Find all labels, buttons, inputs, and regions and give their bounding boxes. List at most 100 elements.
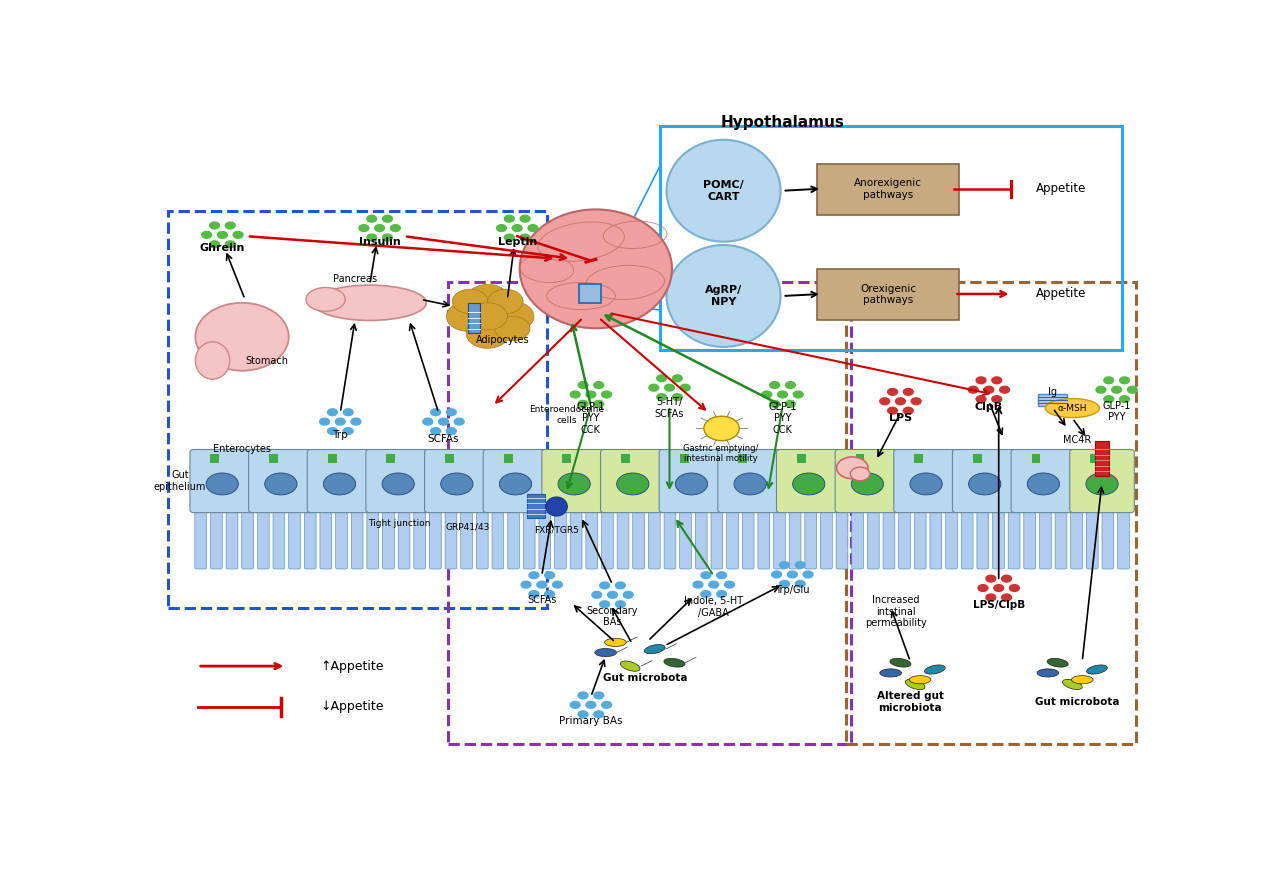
Circle shape <box>1104 396 1113 402</box>
Circle shape <box>992 396 1002 402</box>
Text: Indole, 5-HT
/GABA: Indole, 5-HT /GABA <box>685 596 743 618</box>
Circle shape <box>880 398 890 405</box>
Circle shape <box>851 467 870 481</box>
Circle shape <box>1009 585 1019 592</box>
Circle shape <box>992 377 1002 384</box>
Bar <box>1032 454 1041 462</box>
Circle shape <box>593 382 604 388</box>
Bar <box>914 454 923 462</box>
Circle shape <box>1002 594 1012 601</box>
FancyBboxPatch shape <box>817 269 960 320</box>
Circle shape <box>593 692 604 699</box>
FancyBboxPatch shape <box>477 510 488 569</box>
FancyBboxPatch shape <box>383 510 394 569</box>
Ellipse shape <box>500 473 531 495</box>
Bar <box>269 454 278 462</box>
Circle shape <box>780 580 790 587</box>
Circle shape <box>521 581 531 588</box>
Circle shape <box>803 571 813 578</box>
FancyBboxPatch shape <box>659 450 724 512</box>
Text: GLP-1
PYY
CCK: GLP-1 PYY CCK <box>577 401 605 435</box>
FancyBboxPatch shape <box>445 510 456 569</box>
Text: ↑Appetite: ↑Appetite <box>321 660 384 673</box>
FancyBboxPatch shape <box>946 510 957 569</box>
Circle shape <box>529 572 539 579</box>
Bar <box>798 454 806 462</box>
Circle shape <box>649 385 658 391</box>
Text: Leptin: Leptin <box>497 236 536 247</box>
Ellipse shape <box>595 648 616 656</box>
FancyBboxPatch shape <box>273 510 285 569</box>
Text: Gastric emptying/
intestinal motility: Gastric emptying/ intestinal motility <box>683 444 758 463</box>
Text: SCFAs: SCFAs <box>527 595 557 605</box>
FancyBboxPatch shape <box>1023 510 1036 569</box>
Circle shape <box>785 382 795 388</box>
Circle shape <box>672 393 682 400</box>
Circle shape <box>545 572 554 579</box>
Circle shape <box>777 391 787 398</box>
Ellipse shape <box>1047 658 1068 667</box>
Bar <box>445 454 454 462</box>
Text: ↓Appetite: ↓Appetite <box>321 700 384 714</box>
Circle shape <box>724 581 734 588</box>
Bar <box>579 284 601 303</box>
Circle shape <box>467 285 510 314</box>
Ellipse shape <box>644 645 666 654</box>
FancyBboxPatch shape <box>894 450 959 512</box>
Bar <box>680 454 689 462</box>
Circle shape <box>351 418 361 425</box>
Ellipse shape <box>676 473 708 495</box>
Circle shape <box>520 234 530 241</box>
Text: Secondary
BAs: Secondary BAs <box>587 606 638 627</box>
FancyBboxPatch shape <box>601 510 614 569</box>
FancyBboxPatch shape <box>307 450 372 512</box>
Ellipse shape <box>910 473 942 495</box>
Text: Tight junction: Tight junction <box>368 519 430 528</box>
Circle shape <box>488 289 524 314</box>
FancyBboxPatch shape <box>718 450 782 512</box>
Text: Appetite: Appetite <box>1036 183 1085 195</box>
Ellipse shape <box>306 288 345 311</box>
Ellipse shape <box>880 669 902 677</box>
FancyBboxPatch shape <box>524 510 535 569</box>
Ellipse shape <box>605 639 626 647</box>
FancyBboxPatch shape <box>805 510 817 569</box>
Circle shape <box>987 594 995 601</box>
Ellipse shape <box>1085 473 1118 495</box>
Circle shape <box>209 241 219 248</box>
FancyBboxPatch shape <box>618 510 629 569</box>
Bar <box>563 454 571 462</box>
FancyBboxPatch shape <box>952 450 1017 512</box>
Circle shape <box>795 580 805 587</box>
FancyBboxPatch shape <box>1070 510 1083 569</box>
Text: Altered gut
microbiota: Altered gut microbiota <box>876 691 943 713</box>
Text: Ghrelin: Ghrelin <box>199 243 245 253</box>
FancyBboxPatch shape <box>210 510 222 569</box>
Text: Anorexigenic
pathways: Anorexigenic pathways <box>855 178 922 200</box>
Text: Hypothalamus: Hypothalamus <box>720 116 844 131</box>
Circle shape <box>657 393 667 400</box>
Circle shape <box>505 234 515 241</box>
Ellipse shape <box>890 658 910 667</box>
Circle shape <box>1104 377 1113 384</box>
FancyBboxPatch shape <box>249 450 313 512</box>
Circle shape <box>969 386 978 393</box>
Ellipse shape <box>207 473 238 495</box>
Circle shape <box>602 701 611 708</box>
FancyBboxPatch shape <box>867 510 879 569</box>
Circle shape <box>593 400 604 407</box>
Circle shape <box>233 231 243 238</box>
Text: ClpB: ClpB <box>975 401 1003 412</box>
Bar <box>1096 441 1108 476</box>
FancyBboxPatch shape <box>1055 510 1066 569</box>
FancyBboxPatch shape <box>1008 510 1019 569</box>
Circle shape <box>446 409 456 415</box>
Circle shape <box>391 225 401 231</box>
Circle shape <box>366 215 377 222</box>
Circle shape <box>344 409 353 415</box>
Text: GLP-1
PYY
CCK: GLP-1 PYY CCK <box>768 401 796 435</box>
FancyBboxPatch shape <box>695 510 708 569</box>
Ellipse shape <box>734 473 766 495</box>
FancyBboxPatch shape <box>664 510 676 569</box>
Circle shape <box>694 581 702 588</box>
